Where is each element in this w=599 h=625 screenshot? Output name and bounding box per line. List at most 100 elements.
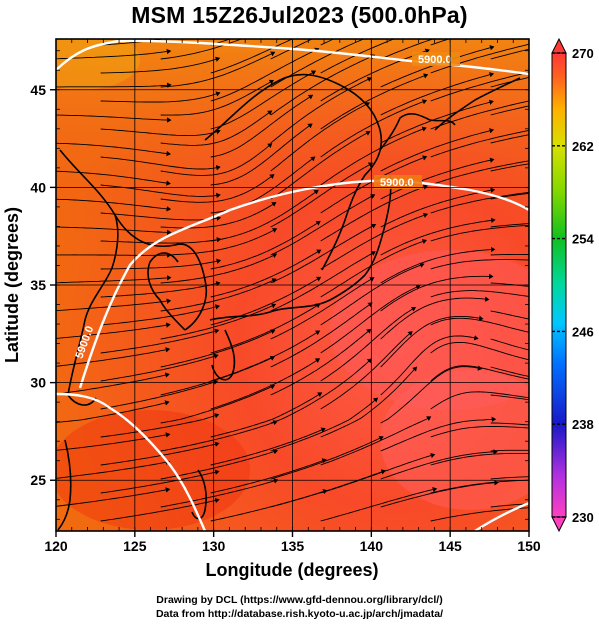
streamline (56, 82, 172, 88)
streamline (56, 347, 171, 367)
streamline (56, 372, 170, 395)
streamline (100, 91, 221, 103)
streamline (541, 22, 599, 45)
streamline (430, 391, 529, 410)
streamline (160, 303, 277, 340)
streamline (430, 100, 529, 130)
streamline (380, 217, 496, 256)
streamline (56, 275, 172, 284)
contour-labels: 5900.0 5900.0 5900.0 (74, 52, 460, 360)
streamline (320, 416, 432, 466)
streamline (490, 105, 529, 116)
streamline (160, 420, 278, 452)
streamline (56, 487, 171, 507)
streamline (56, 198, 172, 212)
y-tick-label: 35 (30, 277, 46, 293)
streamline (541, 409, 599, 414)
streamline (100, 469, 220, 494)
streamline (270, 251, 376, 312)
streamline (210, 427, 326, 466)
streamline (56, 432, 171, 451)
streamline (210, 303, 321, 354)
colorbar-tick-label: 270 (572, 46, 594, 61)
streamline (160, 110, 273, 146)
contour-label-mid: 5900.0 (380, 177, 414, 189)
streamline (320, 73, 429, 130)
streamline (380, 72, 495, 116)
y-axis-label: Latitude (degrees) (2, 207, 22, 363)
footer-credit-data: Data from http://database.rish.kyoto-u.a… (155, 608, 444, 620)
streamline (160, 278, 277, 312)
streamline (380, 99, 494, 144)
temperature-shading (56, 39, 529, 531)
streamline (210, 189, 319, 242)
streamline (270, 194, 376, 256)
streamline (380, 157, 495, 200)
streamline (380, 273, 494, 312)
streamline (490, 422, 529, 426)
streamline (541, 465, 599, 467)
streamline (100, 280, 221, 298)
streamline (100, 328, 220, 354)
streamline (56, 142, 171, 157)
streamline (160, 449, 279, 480)
streamline (490, 476, 529, 480)
colorbar-tick-label: 254 (572, 232, 594, 247)
streamline (320, 284, 421, 354)
streamline (160, 202, 277, 229)
streamline (100, 56, 221, 74)
colorbar-scale (551, 52, 567, 518)
streamline (490, 192, 529, 200)
streamline (100, 413, 220, 438)
x-tick-label: 150 (517, 538, 541, 554)
streamline (210, 70, 317, 130)
streamline (541, 111, 599, 129)
streamline (541, 297, 599, 305)
streamline (100, 237, 222, 244)
streamline (380, 187, 496, 228)
streamline (56, 400, 170, 423)
streamline (270, 162, 374, 228)
streamline (490, 163, 529, 172)
streamline (56, 170, 171, 186)
streamline (270, 39, 314, 60)
x-axis: 120 125 130 135 140 145 150 (44, 39, 541, 554)
streamline (210, 94, 314, 158)
streamline (380, 335, 479, 396)
streamline (490, 223, 529, 228)
streamline (320, 262, 425, 326)
figure-title: MSM 15Z26Jul2023 (500.0hPa) (131, 2, 468, 28)
streamline (541, 381, 599, 390)
streamline (430, 160, 529, 186)
colorbar-tick-label: 246 (572, 324, 594, 339)
x-tick-label: 135 (281, 538, 305, 554)
streamline (490, 134, 529, 144)
streamline (541, 206, 599, 214)
streamline (380, 128, 495, 172)
streamline (490, 449, 529, 452)
streamline (320, 48, 430, 102)
streamline (100, 304, 220, 326)
streamline (541, 353, 599, 365)
colorbar-top-arrow (551, 37, 567, 54)
streamline (160, 174, 275, 203)
streamline (210, 276, 322, 326)
streamline (270, 102, 371, 172)
coastlines (57, 73, 521, 531)
streamline (490, 503, 529, 508)
streamline (270, 397, 379, 452)
colorbar-tick-label: 262 (572, 139, 594, 154)
streamline (160, 478, 279, 508)
streamline (541, 81, 599, 101)
streamline (160, 51, 276, 88)
streamline (160, 39, 243, 60)
streamline (270, 223, 377, 284)
streamline (100, 441, 220, 466)
streamline (490, 366, 529, 377)
streamline (100, 212, 222, 221)
streamline (210, 489, 328, 522)
streamline (380, 480, 499, 508)
streamline (430, 129, 529, 158)
streamline (541, 173, 599, 185)
streamline (320, 184, 428, 242)
